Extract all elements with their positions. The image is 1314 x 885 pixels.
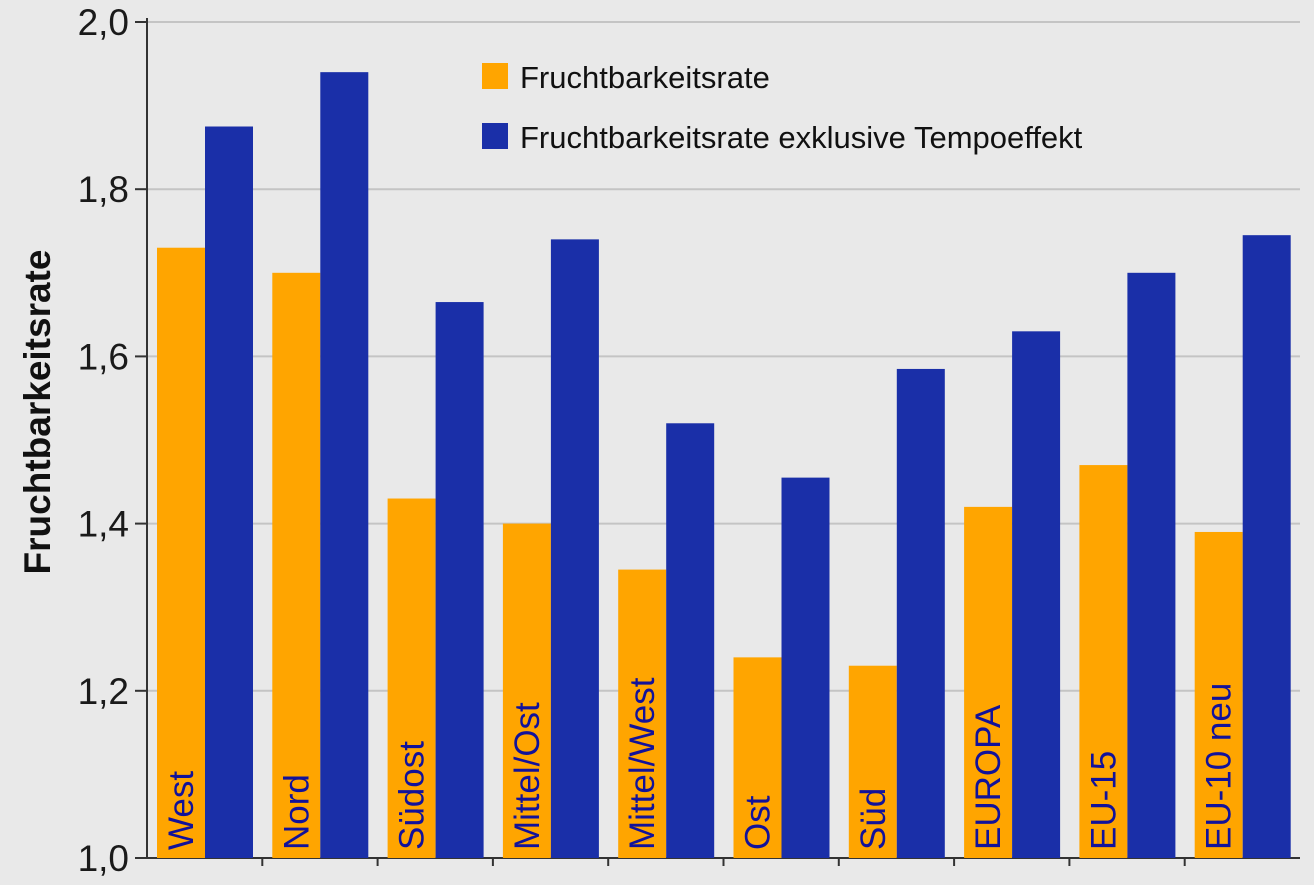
category-label: Süd: [854, 788, 893, 850]
category-label: Ost: [739, 795, 778, 850]
y-tick-label: 1,6: [78, 336, 129, 377]
bar-fruchtbarkeitsrate-s-d: [848, 665, 897, 858]
bar-exklusive-tempoeffekt-europa: [1012, 331, 1061, 858]
y-tick-label: 1,4: [78, 504, 129, 545]
y-tick-label: 1,0: [78, 838, 129, 879]
legend: Fruchtbarkeitsrate Fruchtbarkeitsrate ex…: [482, 60, 1083, 155]
bar-exklusive-tempoeffekt-west: [205, 126, 253, 858]
bar-exklusive-tempoeffekt-s-dost: [435, 302, 484, 858]
legend-swatch-fruchtbarkeitsrate: [482, 63, 508, 89]
bar-exklusive-tempoeffekt-eu-15: [1127, 272, 1176, 858]
category-label: EUROPA: [969, 704, 1008, 850]
category-label: West: [162, 771, 201, 850]
category-label: EU-15: [1084, 751, 1123, 850]
category-label: Südost: [393, 741, 432, 850]
legend-label-exklusive-tempoeffekt: Fruchtbarkeitsrate exklusive Tempoeffekt: [520, 120, 1083, 155]
y-axis-label: Fruchtbarkeitsrate: [17, 250, 58, 575]
bar-fruchtbarkeitsrate-ost: [733, 657, 782, 858]
bar-exklusive-tempoeffekt-ost: [781, 477, 830, 858]
axes: Fruchtbarkeitsrate 1,0 1,2 1,4 1,6 1,8 2,0: [17, 2, 1300, 879]
bar-exklusive-tempoeffekt-mittel-west: [666, 423, 715, 858]
bar-exklusive-tempoeffekt-nord: [320, 72, 369, 858]
legend-label-fruchtbarkeitsrate: Fruchtbarkeitsrate: [520, 60, 770, 95]
category-label: Mittel/Ost: [508, 702, 547, 850]
bar-exklusive-tempoeffekt-s-d: [896, 368, 945, 858]
bar-fruchtbarkeitsrate-nord: [272, 272, 321, 858]
bar-fruchtbarkeitsrate-europa: [964, 506, 1013, 858]
bar-exklusive-tempoeffekt-eu-10-neu: [1242, 235, 1291, 858]
bar-fruchtbarkeitsrate-eu-10-neu: [1194, 531, 1243, 858]
bar-fruchtbarkeitsrate-eu-15: [1079, 465, 1128, 858]
category-label: Nord: [277, 774, 316, 850]
legend-swatch-exklusive-tempoeffekt: [482, 123, 508, 149]
bar-fruchtbarkeitsrate-mittel-ost: [502, 523, 551, 858]
bar-fruchtbarkeitsrate-mittel-west: [618, 569, 667, 858]
category-label: EU-10 neu: [1200, 683, 1239, 850]
y-tick-label: 1,8: [78, 169, 129, 210]
bar-exklusive-tempoeffekt-mittel-ost: [550, 239, 599, 859]
bar-fruchtbarkeitsrate-west: [157, 247, 205, 859]
y-tick-label: 2,0: [78, 2, 129, 43]
y-tick-label: 1,2: [78, 671, 129, 712]
bars: West Nord Südost Mittel/Ost Mittel/West Ost Sü…: [157, 72, 1291, 859]
category-label: Mittel/West: [623, 677, 662, 850]
bar-fruchtbarkeitsrate-s-dost: [387, 498, 436, 858]
